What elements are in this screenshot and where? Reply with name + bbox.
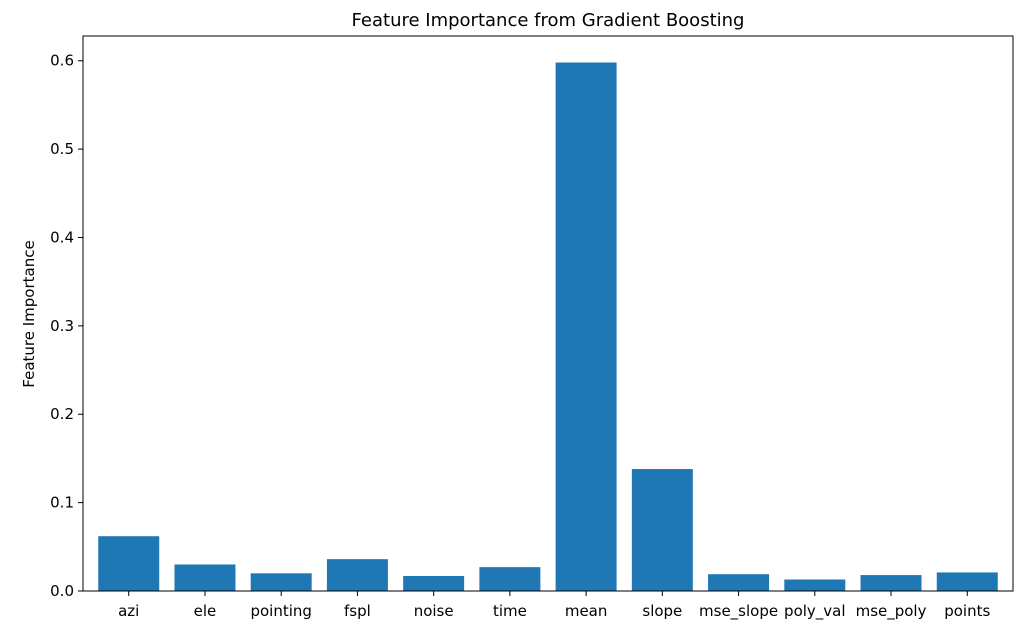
bar-slope bbox=[631, 469, 693, 591]
x-tick-label: mean bbox=[565, 602, 608, 620]
bar-fspl bbox=[326, 559, 388, 591]
x-tick-label: noise bbox=[414, 602, 454, 620]
bar-points bbox=[936, 572, 998, 591]
bars-group bbox=[98, 62, 998, 591]
y-axis-title: Feature Importance bbox=[20, 240, 38, 387]
x-tick-label: ele bbox=[194, 602, 217, 620]
x-tick-label: time bbox=[493, 602, 527, 620]
y-tick-label: 0.3 bbox=[50, 317, 74, 335]
bar-poly_val bbox=[784, 579, 846, 591]
x-tick-label: mse_poly bbox=[856, 602, 927, 621]
y-tick-label: 0.4 bbox=[50, 228, 74, 246]
bar-azi bbox=[98, 536, 160, 591]
x-tick-label: slope bbox=[642, 602, 682, 620]
y-tick-label: 0.1 bbox=[50, 494, 74, 512]
bar-noise bbox=[403, 575, 465, 591]
y-tick-label: 0.2 bbox=[50, 405, 74, 423]
x-tick-label: points bbox=[944, 602, 990, 620]
x-tick-label: azi bbox=[118, 602, 139, 620]
bar-ele bbox=[174, 564, 236, 591]
y-tick-label: 0.5 bbox=[50, 140, 74, 158]
x-ticks-group: azi ele pointing fspl noise time mean slope mse_… bbox=[118, 591, 990, 621]
x-tick-label: mse_slope bbox=[699, 602, 778, 621]
x-tick-label: fspl bbox=[344, 602, 371, 620]
chart-title: Feature Importance from Gradient Boostin… bbox=[352, 10, 745, 31]
bar-mse_slope bbox=[708, 574, 770, 591]
bar-mse_poly bbox=[860, 575, 922, 591]
bar-mean bbox=[555, 62, 617, 591]
plot-frame bbox=[82, 35, 1014, 592]
x-tick-label: poly_val bbox=[784, 602, 845, 621]
y-ticks-group: 0.0 0.1 0.2 0.3 0.4 0.5 0.6 bbox=[50, 52, 83, 600]
bar-pointing bbox=[250, 573, 312, 591]
y-tick-label: 0.6 bbox=[50, 52, 74, 70]
x-tick-label: pointing bbox=[250, 602, 311, 620]
bar-time bbox=[479, 567, 541, 591]
y-tick-label: 0.0 bbox=[50, 582, 74, 600]
